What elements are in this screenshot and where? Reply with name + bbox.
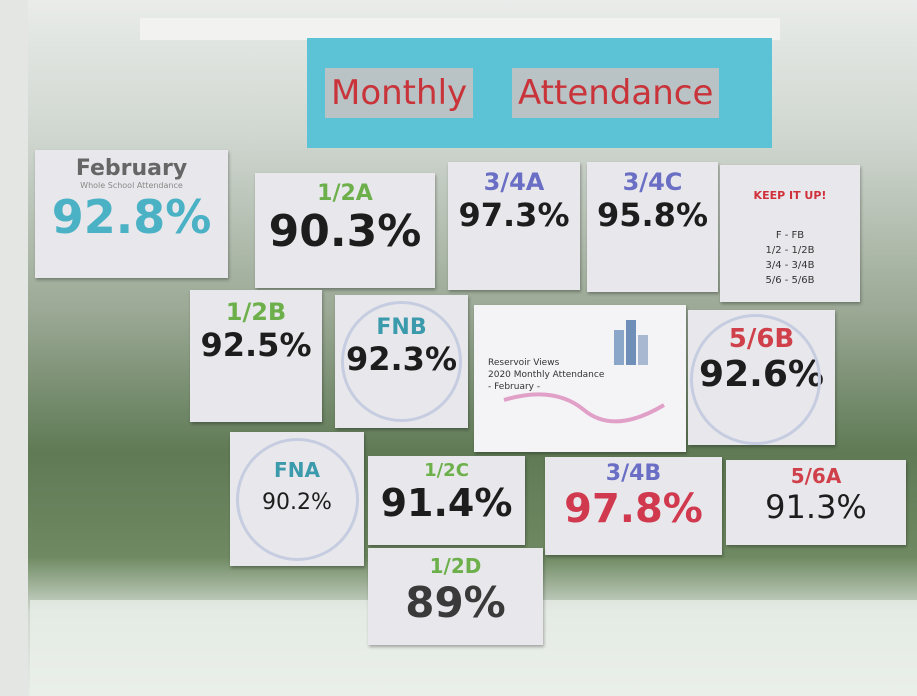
circle (341, 301, 462, 422)
circle (690, 314, 821, 445)
poster-illustration (474, 305, 686, 452)
scene: Monthly Attendance February Whole School… (0, 0, 917, 696)
notice-lines: F - FB 1/2 - 1/2B 3/4 - 3/4B 5/6 - 5/6B (720, 228, 860, 288)
card-value: 91.4% (368, 481, 525, 525)
card-value: 97.8% (545, 486, 722, 532)
window-top (140, 18, 780, 40)
notice-line: F - FB (720, 228, 860, 243)
card-value: 92.8% (35, 190, 228, 244)
card-label: 1/2A (255, 181, 435, 206)
card-label: 1/2C (368, 460, 525, 481)
circle (236, 438, 359, 561)
card-label: 1/2B (190, 298, 322, 326)
card-value: 91.3% (726, 488, 906, 526)
card-label: 3/4B (545, 461, 722, 486)
card-label: 1/2D (368, 554, 543, 578)
card-label: 5/6A (726, 464, 906, 488)
card: FNA 90.2% (230, 432, 364, 566)
card-label: February (35, 156, 228, 181)
notice-line: 3/4 - 3/4B (720, 258, 860, 273)
card-sublabel: Whole School Attendance (35, 181, 228, 190)
card: 5/6B 92.6% (688, 310, 835, 445)
card-label: 3/4A (448, 168, 580, 196)
card: 1/2A 90.3% (255, 173, 435, 288)
banner-word: Monthly (325, 68, 473, 118)
banner: Monthly Attendance (307, 38, 772, 148)
card: 3/4B 97.8% (545, 457, 722, 555)
card-value: 95.8% (587, 196, 718, 234)
window-frame (0, 0, 28, 696)
card-value: 89% (368, 578, 543, 627)
card: FNB 92.3% (335, 295, 468, 428)
notice-title: KEEP IT UP! (720, 189, 860, 202)
notice: KEEP IT UP! F - FB 1/2 - 1/2B 3/4 - 3/4B… (720, 165, 860, 302)
card: 1/2C 91.4% (368, 456, 525, 545)
card-value: 92.5% (190, 326, 322, 364)
card: 1/2B 92.5% (190, 290, 322, 422)
card: 3/4C 95.8% (587, 162, 718, 292)
card: 1/2D 89% (368, 548, 543, 645)
poster: Reservoir Views 2020 Monthly Attendance … (474, 305, 686, 452)
card: February Whole School Attendance 92.8% (35, 150, 228, 278)
banner-word: Attendance (512, 68, 719, 118)
card: 3/4A 97.3% (448, 162, 580, 290)
card-label: 3/4C (587, 168, 718, 196)
card: 5/6A 91.3% (726, 460, 906, 545)
notice-line: 5/6 - 5/6B (720, 273, 860, 288)
card-value: 97.3% (448, 196, 580, 234)
notice-line: 1/2 - 1/2B (720, 243, 860, 258)
card-value: 90.3% (255, 206, 435, 257)
